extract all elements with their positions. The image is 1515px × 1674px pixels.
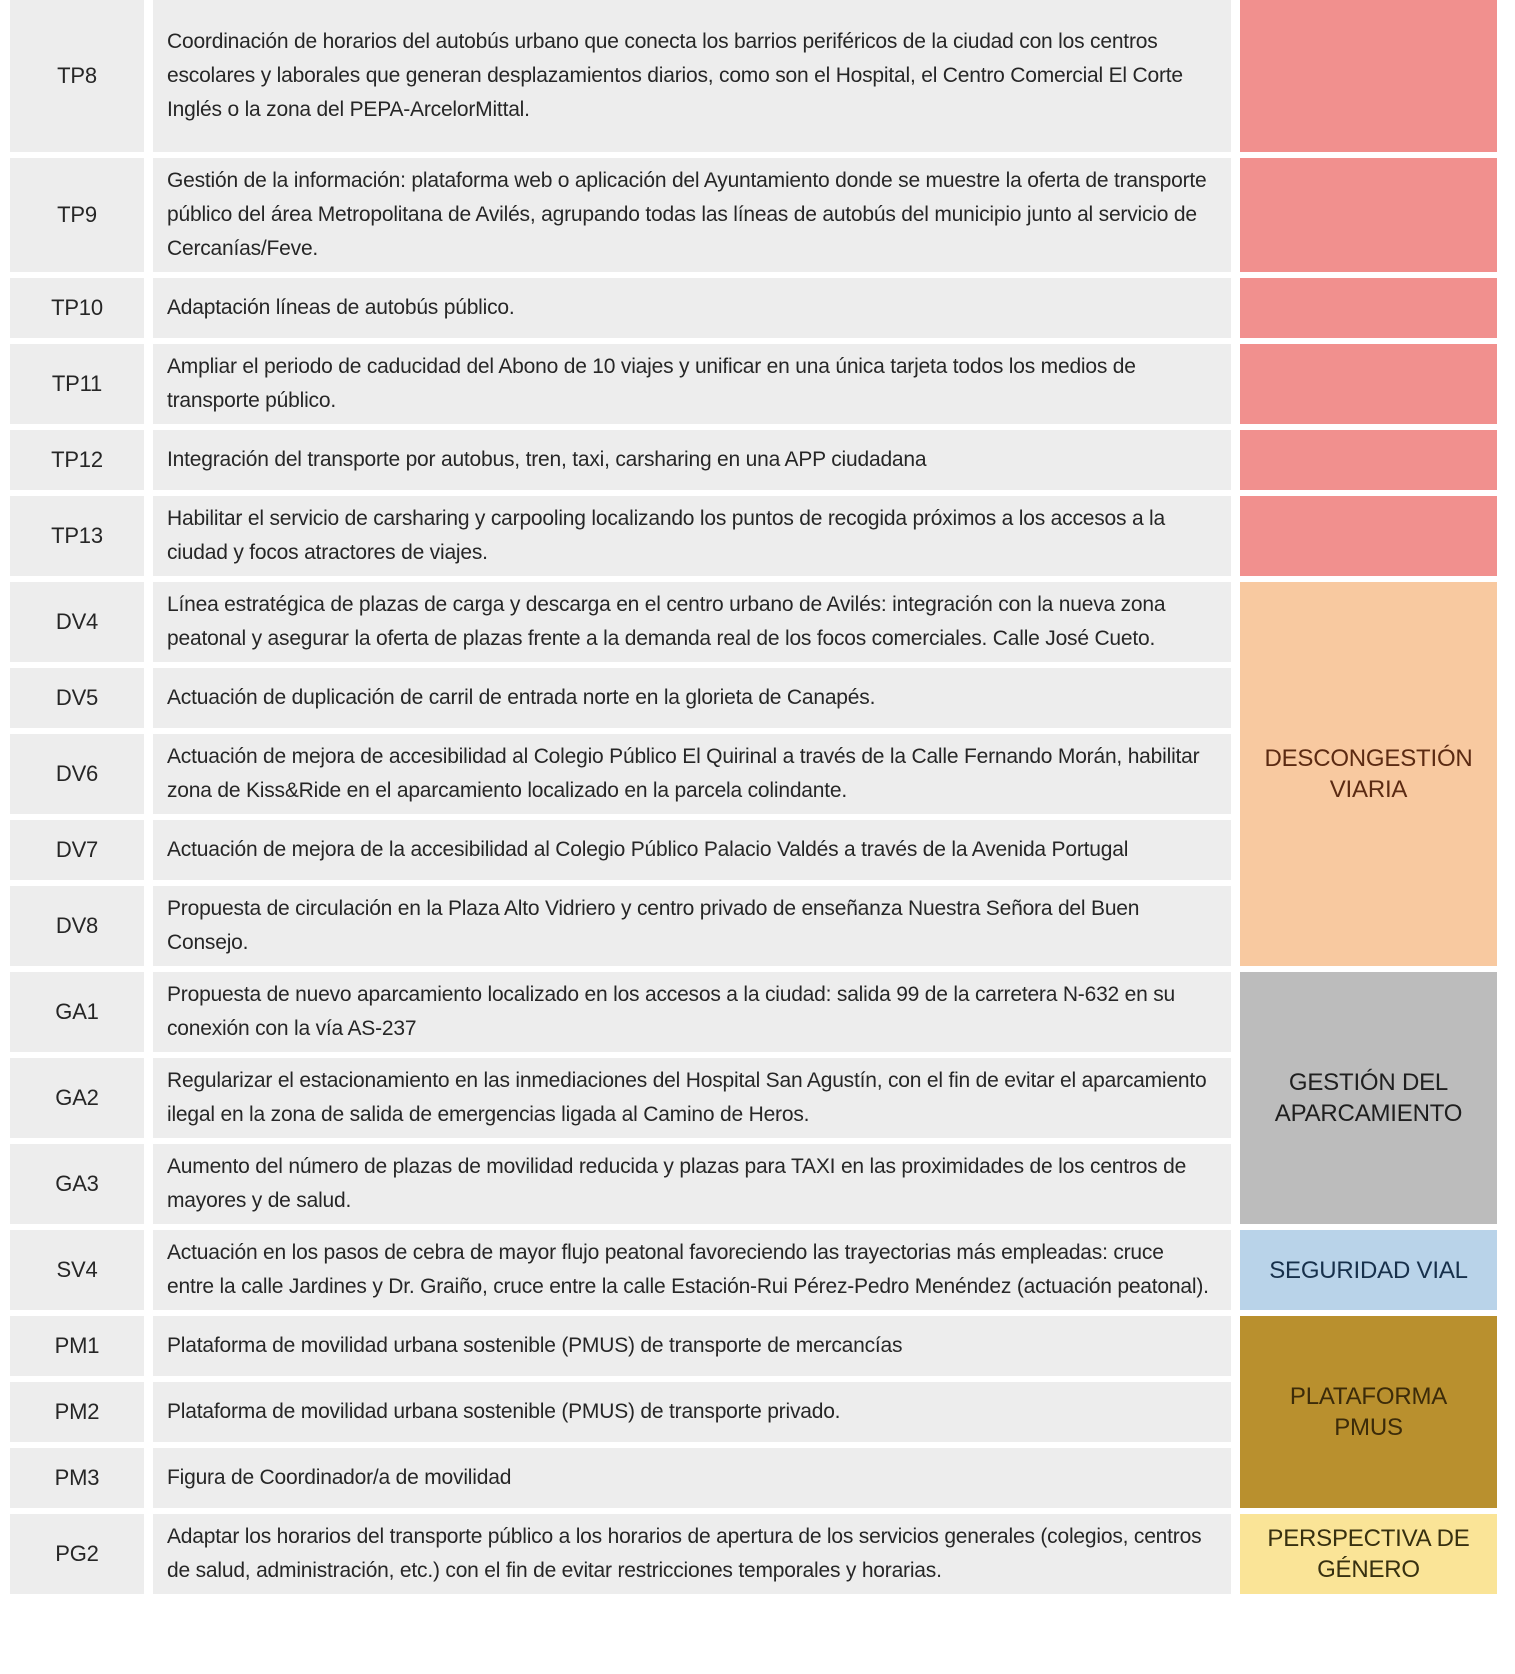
row-code-DV5: DV5 — [10, 668, 144, 728]
row-description: Ampliar el periodo de caducidad del Abon… — [153, 344, 1231, 424]
row-code-TP12: TP12 — [10, 430, 144, 490]
row-description: Plataforma de movilidad urbana sostenibl… — [153, 1382, 1231, 1442]
category-TP-cell — [1240, 430, 1497, 490]
row-code-DV7: DV7 — [10, 820, 144, 880]
row-description: Regularizar el estacionamiento en las in… — [153, 1058, 1231, 1138]
row-description: Actuación de mejora de accesibilidad al … — [153, 734, 1231, 814]
row-code-DV8: DV8 — [10, 886, 144, 966]
row-description: Coordinación de horarios del autobús urb… — [153, 0, 1231, 152]
row-code-TP10: TP10 — [10, 278, 144, 338]
row-code-PM1: PM1 — [10, 1316, 144, 1376]
row-code-GA2: GA2 — [10, 1058, 144, 1138]
row-description: Integración del transporte por autobus, … — [153, 430, 1231, 490]
row-code-DV4: DV4 — [10, 582, 144, 662]
category-TP-cell — [1240, 158, 1497, 272]
row-description: Adaptar los horarios del transporte públ… — [153, 1514, 1231, 1594]
row-description: Figura de Coordinador/a de movilidad — [153, 1448, 1231, 1508]
row-description: Actuación en los pasos de cebra de mayor… — [153, 1230, 1231, 1310]
row-code-PG2: PG2 — [10, 1514, 144, 1594]
category-DV: DESCONGESTIÓN VIARIA — [1240, 582, 1497, 966]
row-description: Actuación de duplicación de carril de en… — [153, 668, 1231, 728]
row-code-PM2: PM2 — [10, 1382, 144, 1442]
row-description: Gestión de la información: plataforma we… — [153, 158, 1231, 272]
row-code-TP13: TP13 — [10, 496, 144, 576]
actions-table: TP8 Coordinación de horarios del autobús … — [10, 0, 1497, 1594]
row-description: Plataforma de movilidad urbana sostenibl… — [153, 1316, 1231, 1376]
row-code-DV6: DV6 — [10, 734, 144, 814]
row-description: Habilitar el servicio de carsharing y ca… — [153, 496, 1231, 576]
row-code-PM3: PM3 — [10, 1448, 144, 1508]
row-description: Línea estratégica de plazas de carga y d… — [153, 582, 1231, 662]
row-description: Aumento del número de plazas de movilida… — [153, 1144, 1231, 1224]
row-code-GA3: GA3 — [10, 1144, 144, 1224]
row-description: Propuesta de nuevo aparcamiento localiza… — [153, 972, 1231, 1052]
row-code-TP9: TP9 — [10, 158, 144, 272]
category-TP-cell — [1240, 0, 1497, 152]
category-GA: GESTIÓN DEL APARCAMIENTO — [1240, 972, 1497, 1224]
category-TP-cell — [1240, 344, 1497, 424]
row-description: Adaptación líneas de autobús público. — [153, 278, 1231, 338]
row-description: Actuación de mejora de la accesibilidad … — [153, 820, 1231, 880]
category-PM: PLATAFORMA PMUS — [1240, 1316, 1497, 1508]
row-code-SV4: SV4 — [10, 1230, 144, 1310]
category-TP-cell — [1240, 278, 1497, 338]
row-description: Propuesta de circulación en la Plaza Alt… — [153, 886, 1231, 966]
row-code-GA1: GA1 — [10, 972, 144, 1052]
row-code-TP8: TP8 — [10, 0, 144, 152]
category-TP-cell — [1240, 496, 1497, 576]
category-SV: SEGURIDAD VIAL — [1240, 1230, 1497, 1310]
row-code-TP11: TP11 — [10, 344, 144, 424]
category-PG: PERSPECTIVA DE GÉNERO — [1240, 1514, 1497, 1594]
